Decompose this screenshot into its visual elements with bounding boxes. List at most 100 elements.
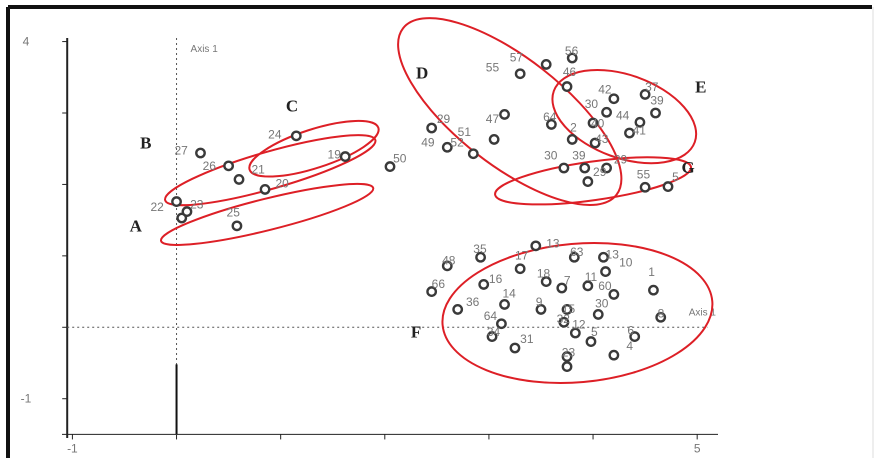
data-point-label: 35 bbox=[473, 242, 487, 256]
data-point-label: 55 bbox=[486, 61, 500, 75]
data-point-e bbox=[634, 116, 646, 128]
data-point-f bbox=[561, 361, 573, 372]
data-point-e bbox=[608, 93, 620, 105]
data-point-label: 23 bbox=[190, 198, 204, 212]
data-point-f bbox=[592, 309, 604, 320]
data-point-label: 21 bbox=[252, 163, 266, 177]
data-point-label: 52 bbox=[450, 136, 464, 150]
data-point-label: 43 bbox=[595, 132, 609, 146]
cluster-label-a: A bbox=[130, 217, 143, 236]
data-point-e bbox=[589, 137, 601, 149]
data-point-label: 6 bbox=[627, 323, 634, 337]
data-point-f bbox=[600, 266, 611, 277]
data-point-f bbox=[568, 251, 580, 263]
data-point-label: 20 bbox=[275, 176, 289, 190]
data-point-label: 39 bbox=[650, 93, 664, 107]
data-point-label: 12 bbox=[572, 318, 586, 332]
cluster-ellipse-c bbox=[248, 119, 380, 178]
data-point-label: 63 bbox=[570, 245, 584, 259]
data-point-label: 15 bbox=[562, 302, 576, 316]
data-point-label: 49 bbox=[421, 136, 435, 150]
data-point-f bbox=[569, 327, 581, 339]
data-point-e bbox=[639, 89, 651, 100]
data-point-a bbox=[231, 220, 243, 232]
data-point-label: 10 bbox=[619, 256, 633, 270]
data-point-label: 48 bbox=[442, 253, 456, 267]
data-point-label: 1 bbox=[648, 265, 655, 279]
x-tick-label: 5 bbox=[694, 441, 701, 455]
data-point-e bbox=[650, 107, 661, 119]
data-point-e bbox=[624, 127, 635, 139]
data-point-g bbox=[639, 181, 651, 193]
data-point-label: 5 bbox=[672, 170, 679, 184]
data-point-f bbox=[598, 251, 609, 263]
data-point-label: 66 bbox=[432, 277, 446, 291]
cluster-ellipse-b bbox=[164, 134, 377, 207]
data-point-label: 29 bbox=[614, 153, 628, 167]
data-point-f bbox=[499, 299, 510, 310]
data-point-b bbox=[223, 160, 235, 172]
data-point-label: 47 bbox=[486, 112, 500, 126]
data-point-label: 29 bbox=[437, 112, 451, 126]
data-point-f bbox=[540, 276, 552, 287]
data-point-g bbox=[662, 181, 674, 192]
data-point-label: 9 bbox=[536, 295, 543, 309]
data-point-label: 44 bbox=[616, 108, 630, 122]
data-point-label: 19 bbox=[328, 148, 342, 162]
cluster-ellipse-g bbox=[494, 156, 693, 206]
data-point-label: 4 bbox=[626, 339, 633, 353]
data-point-f bbox=[514, 263, 526, 275]
data-point-d bbox=[561, 81, 573, 92]
data-point-label: 31 bbox=[520, 332, 534, 346]
data-point-d bbox=[426, 122, 438, 134]
data-point-label: 26 bbox=[203, 159, 217, 173]
data-point-label: 2 bbox=[570, 121, 577, 135]
data-point-f bbox=[561, 304, 573, 315]
data-point-f bbox=[478, 279, 490, 290]
data-point-f bbox=[561, 351, 573, 362]
data-point-label: 11 bbox=[585, 270, 598, 284]
data-point-label: 34 bbox=[487, 325, 501, 339]
data-point-d bbox=[499, 109, 510, 120]
cluster-label-f: F bbox=[411, 322, 421, 341]
data-point-label: 16 bbox=[489, 272, 503, 286]
data-point-d bbox=[384, 161, 396, 172]
data-point-label: 57 bbox=[510, 51, 524, 65]
data-point-d bbox=[514, 68, 526, 80]
data-point-label: 42 bbox=[598, 83, 612, 97]
data-point-label: 32 bbox=[557, 312, 571, 326]
data-point-label: 55 bbox=[637, 168, 651, 182]
data-point-label: 8 bbox=[658, 306, 665, 320]
data-point-g bbox=[582, 176, 594, 187]
data-point-f bbox=[556, 282, 568, 294]
data-point-label: 22 bbox=[151, 200, 165, 214]
data-point-label: 13 bbox=[546, 236, 560, 250]
data-point-e bbox=[601, 106, 612, 118]
data-point-f bbox=[426, 286, 438, 297]
data-point-f bbox=[509, 342, 521, 354]
data-point-c bbox=[339, 151, 351, 162]
data-point-label: 24 bbox=[268, 128, 282, 142]
data-point-label: 56 bbox=[565, 44, 579, 58]
cluster-label-e: E bbox=[695, 77, 706, 96]
data-point-f bbox=[496, 318, 507, 330]
cluster-label-g: G bbox=[682, 158, 695, 177]
data-point-label: 37 bbox=[645, 80, 659, 94]
data-point-label: 46 bbox=[563, 65, 577, 79]
cluster-ellipse-a bbox=[159, 182, 375, 246]
data-point-d bbox=[441, 141, 453, 153]
data-point-label: 30 bbox=[544, 148, 558, 162]
data-point-label: 7 bbox=[564, 273, 571, 287]
data-point-f bbox=[535, 304, 547, 315]
cluster-label-d: D bbox=[416, 64, 428, 83]
data-point-g bbox=[601, 162, 612, 174]
data-point-g bbox=[579, 162, 591, 174]
data-point-label: 13 bbox=[606, 248, 620, 262]
y-axis-title: Axis 1 bbox=[191, 44, 219, 55]
data-point-label: 64 bbox=[484, 309, 498, 323]
data-point-d bbox=[566, 52, 578, 64]
data-point-d bbox=[467, 148, 479, 160]
